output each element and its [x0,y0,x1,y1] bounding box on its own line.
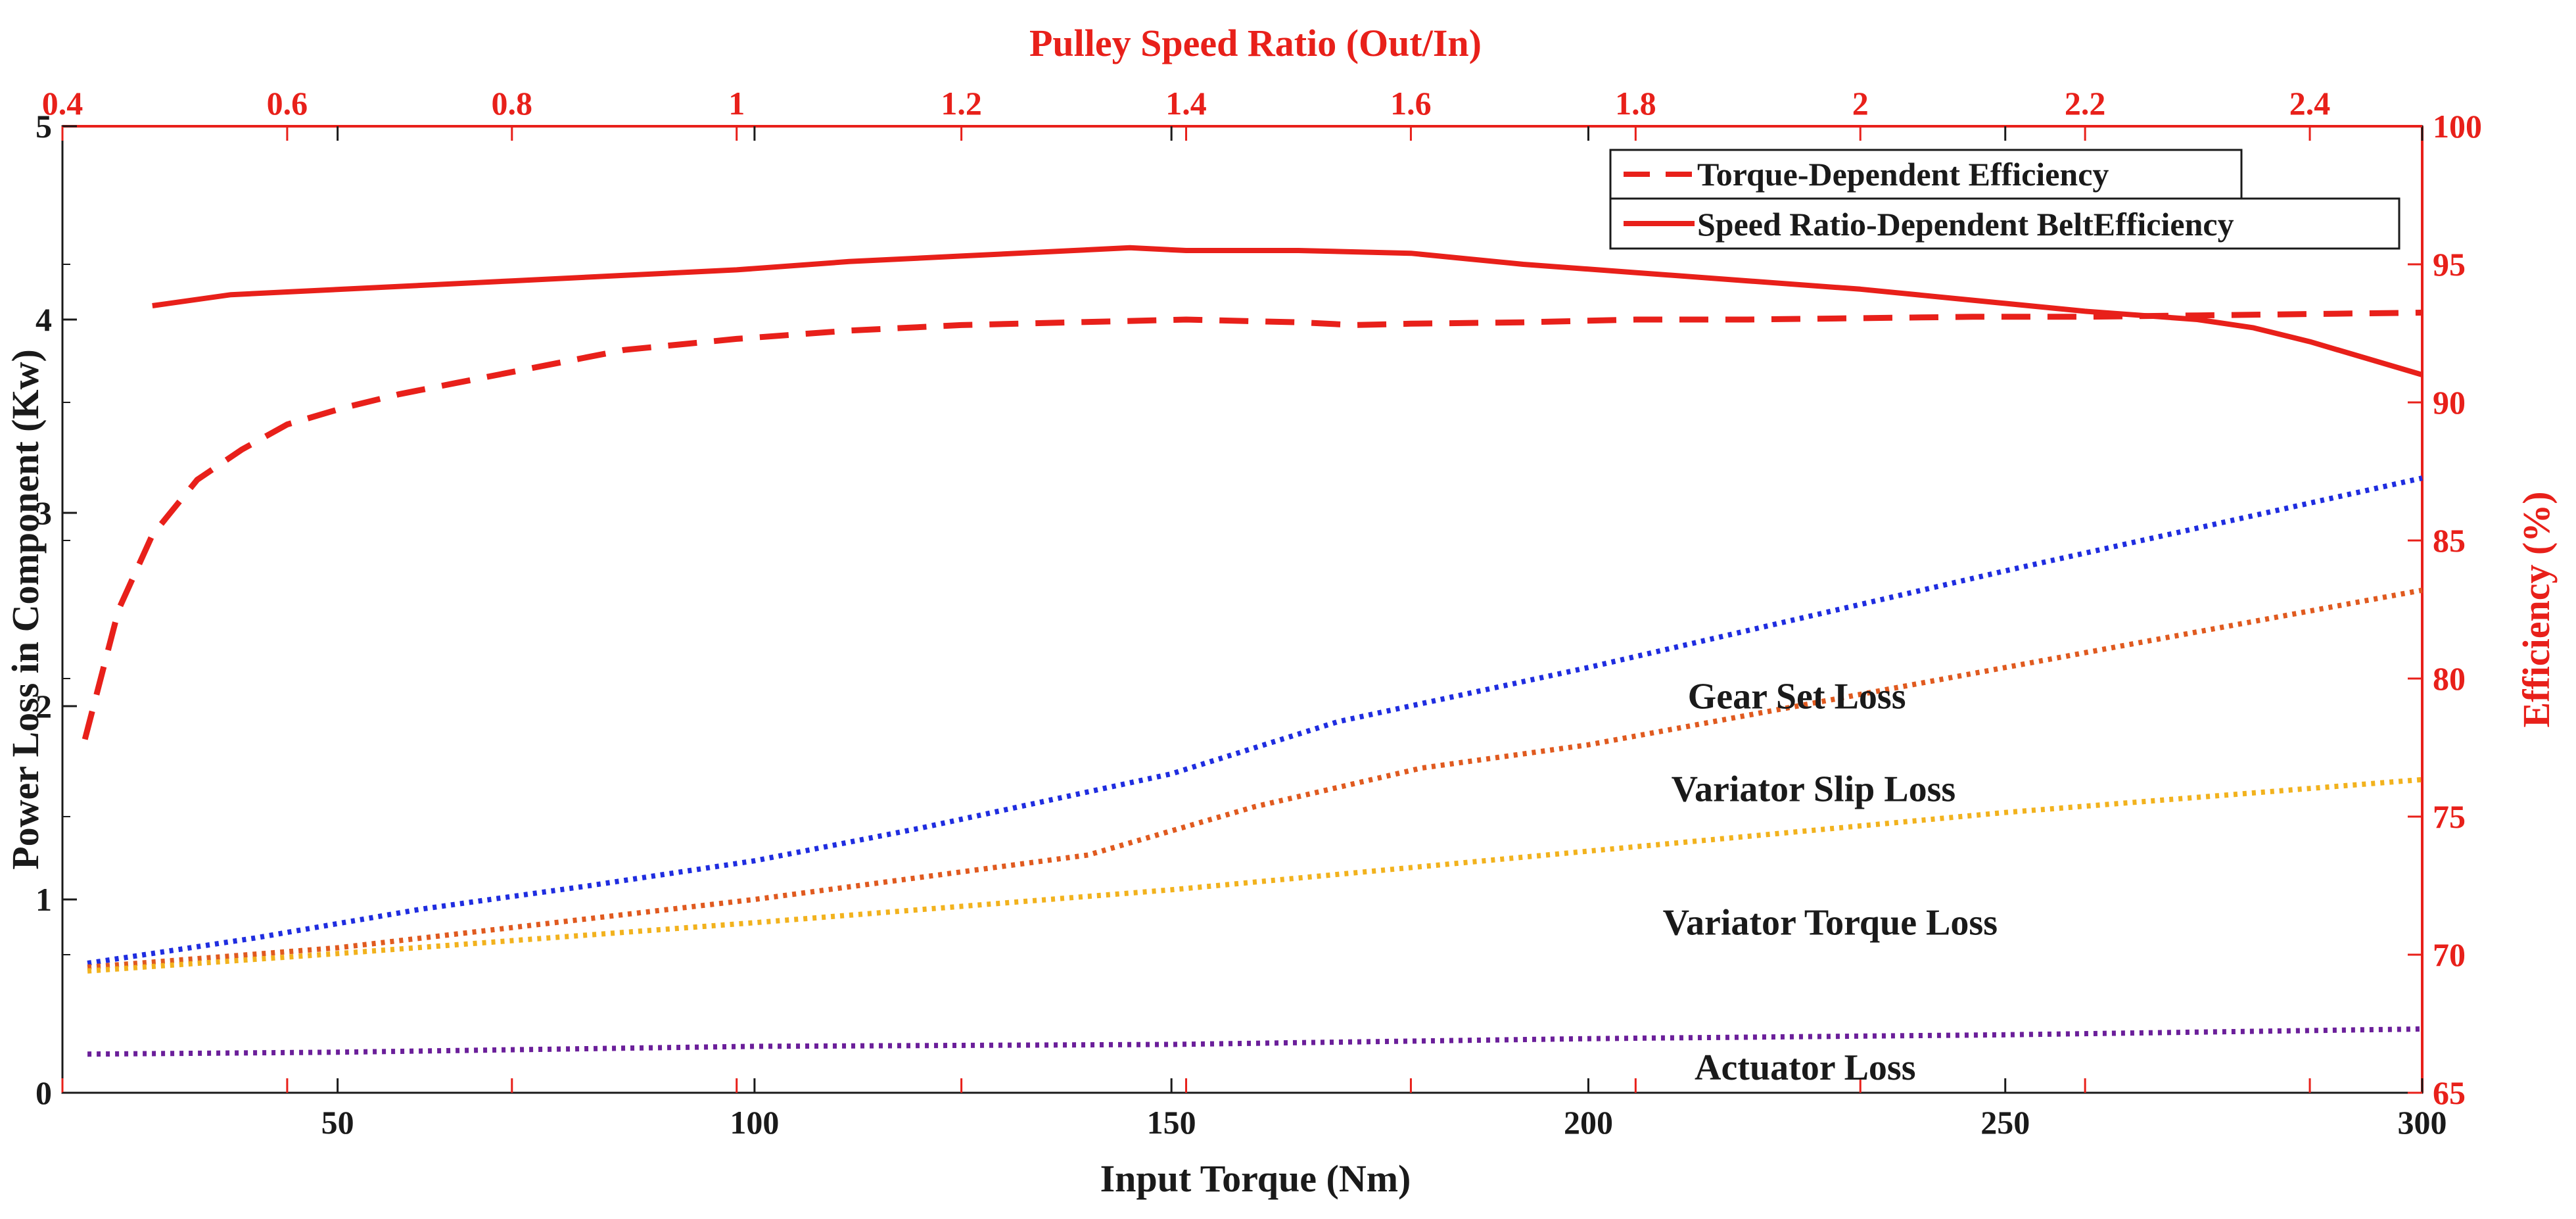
y2-tick-label: 100 [2433,108,2482,145]
series-line-variator-slip-loss [87,587,2423,970]
x2-tick-label: 2.2 [2065,85,2106,122]
annotation-label: Gear Set Loss [1688,676,1906,717]
legend-label-belt-efficiency: Speed Ratio-Dependent BeltEfficiency [1697,206,2234,243]
x2-tick-label: 1.4 [1165,85,1207,122]
x2-tick-label: 2.4 [2289,85,2331,122]
y-tick-label: 5 [35,108,52,145]
y2-tick-label: 95 [2433,246,2466,283]
series-line-speed-ratio-dependent-beltefficiency [152,245,2424,377]
y2-tick-label: 65 [2433,1074,2466,1111]
x-tick-label: 150 [1147,1104,1196,1141]
series-line-torque-dependent-efficiency [82,310,2423,740]
x-tick-label: 50 [321,1104,354,1141]
x-axis-title: Input Torque (Nm) [1100,1157,1411,1200]
legend-label-torque-efficiency: Torque-Dependent Efficiency [1697,156,2109,193]
x2-tick-label: 1.8 [1615,85,1656,122]
y2-axis-title: Efficiency (%) [2515,491,2558,727]
left-axis-ticks: 0 1 2 3 4 5 [35,108,77,1111]
y2-tick-label: 85 [2433,522,2466,559]
y-tick-label: 3 [35,494,52,531]
x2-axis-title: Pulley Speed Ratio (Out/In) [1029,22,1482,64]
x2-tick-label: 0.4 [42,85,83,122]
top-axis-ticks: 0.4 0.6 0.8 1 1.2 1.4 1.6 1.8 2 2.2 2.4 [42,85,2331,1093]
x-tick-label: 100 [730,1104,779,1141]
series-line-variator-torque-loss [87,777,2423,974]
x-tick-label: 250 [1980,1104,2030,1141]
annotation-label: Variator Slip Loss [1672,769,1956,809]
x2-tick-label: 0.6 [267,85,308,122]
annotation-label: Variator Torque Loss [1663,902,1998,943]
legend-box-2 [1609,197,2400,250]
series-line-actuator-loss [87,1026,2423,1057]
y2-tick-label: 80 [2433,660,2466,697]
series-line-gear-set-loss [87,475,2423,966]
right-axis-ticks: 65 70 75 80 85 90 95 100 [62,108,2482,1111]
x2-tick-label: 1 [728,85,745,122]
legend: Torque-Dependent Efficiency Speed Ratio-… [1609,149,2400,250]
bottom-axis-ticks: 50 100 150 200 250 300 [321,126,2447,1141]
annotation-layer: Gear Set Loss Variator Slip Loss Variator … [1663,676,1998,1088]
y2-tick-label: 70 [2433,936,2466,973]
x2-tick-label: 1.6 [1390,85,1432,122]
y-tick-label: 1 [35,881,52,918]
x-tick-label: 200 [1564,1104,1613,1141]
x2-tick-label: 1.2 [941,85,982,122]
series-layer [82,245,2424,1057]
y-axis-title: Power Loss in Component (Kw) [4,349,47,870]
y2-tick-label: 75 [2433,798,2466,835]
x2-tick-label: 0.8 [492,85,533,122]
x2-tick-label: 2 [1852,85,1869,122]
y-tick-label: 2 [35,688,52,725]
x-tick-label: 300 [2398,1104,2447,1141]
annotation-label: Actuator Loss [1695,1047,1916,1088]
y-tick-label: 4 [35,301,52,338]
y2-tick-label: 90 [2433,384,2466,421]
legend-box-1 [1609,149,2243,200]
y-tick-label: 0 [35,1074,52,1111]
plot-frame [61,125,2424,1094]
